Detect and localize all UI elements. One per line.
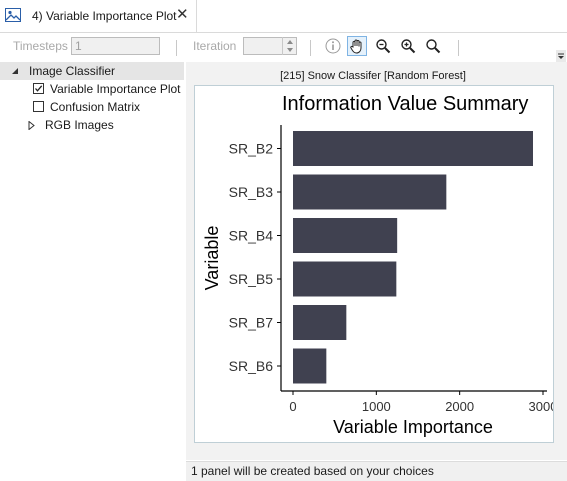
zoom-out-button[interactable]	[373, 36, 393, 56]
chart-title: Information Value Summary	[282, 93, 528, 115]
confusion-matrix-checkbox[interactable]	[33, 101, 44, 112]
zoom-out-icon	[376, 39, 391, 54]
tab-variable-importance-plot[interactable]: 4) Variable Importance Plot ✕	[0, 0, 197, 32]
toolbar-separator	[176, 40, 177, 56]
y-tick-label: SR_B2	[229, 141, 274, 157]
tree-item-label[interactable]: Variable Importance Plot	[50, 82, 181, 96]
tree-item-rgb-images[interactable]: RGB Images	[45, 118, 114, 132]
y-tick-label: SR_B5	[229, 271, 274, 287]
x-tick-label: 2000	[445, 399, 474, 414]
variable-importance-checkbox[interactable]	[33, 83, 44, 94]
variable-importance-chart: Information Value Summary SR_B2 SR_B3 SR_B…	[202, 93, 553, 437]
collapsed-triangle-icon[interactable]	[28, 121, 35, 130]
toolbar-overflow-icon[interactable]	[556, 50, 566, 62]
x-tick-label: 3000	[529, 399, 553, 414]
info-icon	[325, 38, 341, 54]
toolbar-separator	[458, 40, 459, 56]
x-axis-label: Variable Importance	[333, 417, 493, 437]
timesteps-label: Timesteps	[13, 39, 68, 53]
tab-title: 4) Variable Importance Plot	[32, 9, 177, 23]
close-icon[interactable]: ✕	[176, 6, 189, 23]
bar-sr-b5	[293, 261, 397, 297]
image-icon	[5, 8, 21, 22]
y-tick-label: SR_B3	[229, 184, 274, 200]
pan-button[interactable]	[347, 36, 367, 56]
checkmark-icon	[35, 85, 43, 92]
stepper-arrows-icon[interactable]	[282, 37, 297, 55]
y-tick-label: SR_B6	[229, 358, 274, 374]
info-button[interactable]	[323, 36, 343, 56]
toolbar-separator	[310, 40, 311, 56]
bar-sr-b2	[293, 131, 533, 166]
plot-caption: [215] Snow Classifer [Random Forest]	[280, 70, 466, 82]
iteration-stepper[interactable]	[243, 37, 297, 55]
y-tick-label: SR_B4	[229, 228, 274, 244]
bar-sr-b4	[293, 218, 398, 253]
y-tick-label: SR_B7	[229, 315, 274, 331]
hand-icon	[350, 39, 362, 54]
expanded-triangle-icon[interactable]	[11, 67, 19, 75]
zoom-in-button[interactable]	[398, 36, 418, 56]
y-axis-label: Variable	[202, 226, 222, 291]
zoom-button[interactable]	[423, 36, 443, 56]
tree-root-row[interactable]	[0, 62, 184, 80]
x-tick-label: 1000	[362, 399, 391, 414]
tree-root-label: Image Classifier	[29, 64, 116, 78]
tree-item-label[interactable]: Confusion Matrix	[50, 100, 141, 114]
zoom-in-icon	[401, 39, 416, 54]
iteration-label: Iteration	[193, 39, 237, 53]
bar-sr-b6	[293, 348, 327, 384]
timesteps-input[interactable]	[71, 37, 160, 55]
status-message: 1 panel will be created based on your ch…	[191, 464, 434, 478]
x-tick-label: 0	[289, 399, 296, 414]
magnifier-icon	[426, 39, 441, 54]
bar-sr-b7	[293, 305, 347, 340]
plot-frame: Information Value Summary SR_B2 SR_B3 SR_B…	[194, 85, 554, 443]
status-bar	[186, 461, 567, 481]
bar-sr-b3	[293, 174, 447, 210]
